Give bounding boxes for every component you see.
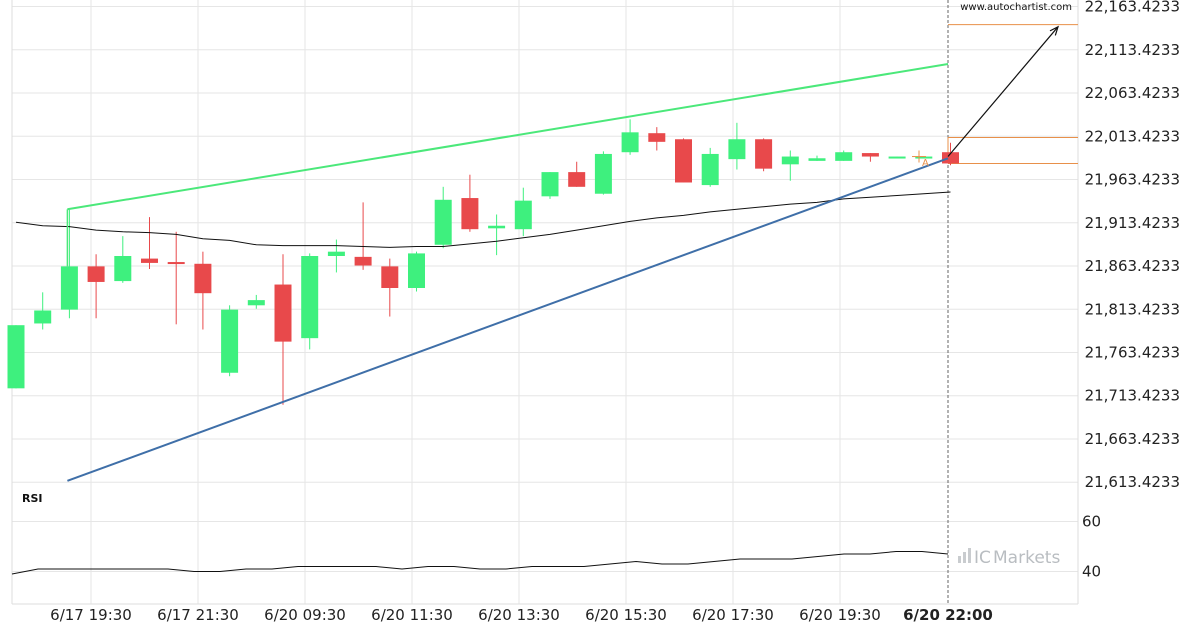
candle-body [621,132,639,153]
candle-body [861,153,879,157]
candle-body [915,156,933,159]
price-tick-label: 22,163.4233 [1085,0,1180,16]
candle-body [461,198,479,230]
candle-body [781,156,799,165]
candle-body [648,133,666,142]
candle-body [221,309,239,373]
candle-body [60,266,78,310]
candle-body [381,266,399,288]
time-tick-label: 6/17 21:30 [157,606,239,624]
candle-body [675,139,692,183]
icmarkets-logo: IC Markets [958,548,1060,568]
price-tick-label: 21,663.4233 [1085,430,1180,448]
price-tick-label: 21,913.4233 [1085,214,1180,232]
candle-body [7,325,25,389]
axes: 21,613.4233 21,663.4233 21,713.4233 21,763.… [50,0,1180,624]
candle-body [942,152,959,164]
time-tick-label: 6/20 17:30 [692,606,774,624]
grid-lines [11,0,1079,605]
bars-logo-icon [958,548,971,563]
candle-body [274,284,292,342]
candle-body [114,256,132,282]
candle-body [701,153,719,186]
candle-body [34,310,52,324]
price-panel [7,0,1078,604]
support-line [67,157,949,482]
price-tick-label: 21,763.4233 [1085,343,1180,361]
price-tick-label: 22,063.4233 [1085,84,1180,102]
time-tick-label: 6/20 19:30 [799,606,881,624]
rsi-line [11,551,949,575]
candle-body [514,200,532,230]
price-tick-label: 22,113.4233 [1085,41,1180,59]
point-label-a: A [922,158,929,169]
moving-average-line [15,191,951,248]
time-tick-label: 6/17 19:30 [50,606,132,624]
resistance-line [67,63,949,211]
rsi-panel [11,551,949,575]
time-tick-label: 6/20 11:30 [371,606,453,624]
candle-body [141,258,158,263]
rsi-tick-label: 40 [1082,563,1101,581]
time-tick-label: 6/20 13:30 [478,606,560,624]
time-tick-label: 6/20 09:30 [264,606,346,624]
time-tick-label: 6/20 22:00 [903,606,993,624]
price-tick-label: 21,613.4233 [1085,473,1180,491]
candle-body [194,263,212,294]
candle-body [888,156,906,159]
price-tick-label: 21,813.4233 [1085,300,1180,318]
candle-body [808,158,826,161]
candle-body [87,266,105,282]
candle-body [327,251,345,256]
time-tick-label: 6/20 15:30 [585,606,667,624]
forecast-arrow-head [1049,25,1059,36]
price-tick-label: 21,713.4233 [1085,387,1180,405]
watermark-text: www.autochartist.com [960,2,1072,13]
brand-prefix: IC [974,548,991,568]
candle-body [755,139,773,169]
price-tick-label: 21,963.4233 [1085,171,1180,189]
candle-body [835,152,853,161]
candle-body [408,253,425,288]
price-tick-label: 21,863.4233 [1085,257,1180,275]
candle-body [247,300,265,306]
candle-body [728,139,746,160]
rsi-label: RSI [22,492,43,505]
candle-body [354,256,372,266]
candle-body [434,199,452,245]
candle-body [541,172,559,197]
candle-body [301,256,319,339]
rsi-tick-label: 60 [1082,513,1101,531]
candle-body [568,172,586,187]
price-tick-label: 22,013.4233 [1085,127,1180,145]
candle-body [488,225,506,229]
candle-body [594,153,612,194]
forecast-arrow-line [947,26,1059,157]
brand-name: Markets [993,548,1060,568]
candle-body [167,262,185,265]
